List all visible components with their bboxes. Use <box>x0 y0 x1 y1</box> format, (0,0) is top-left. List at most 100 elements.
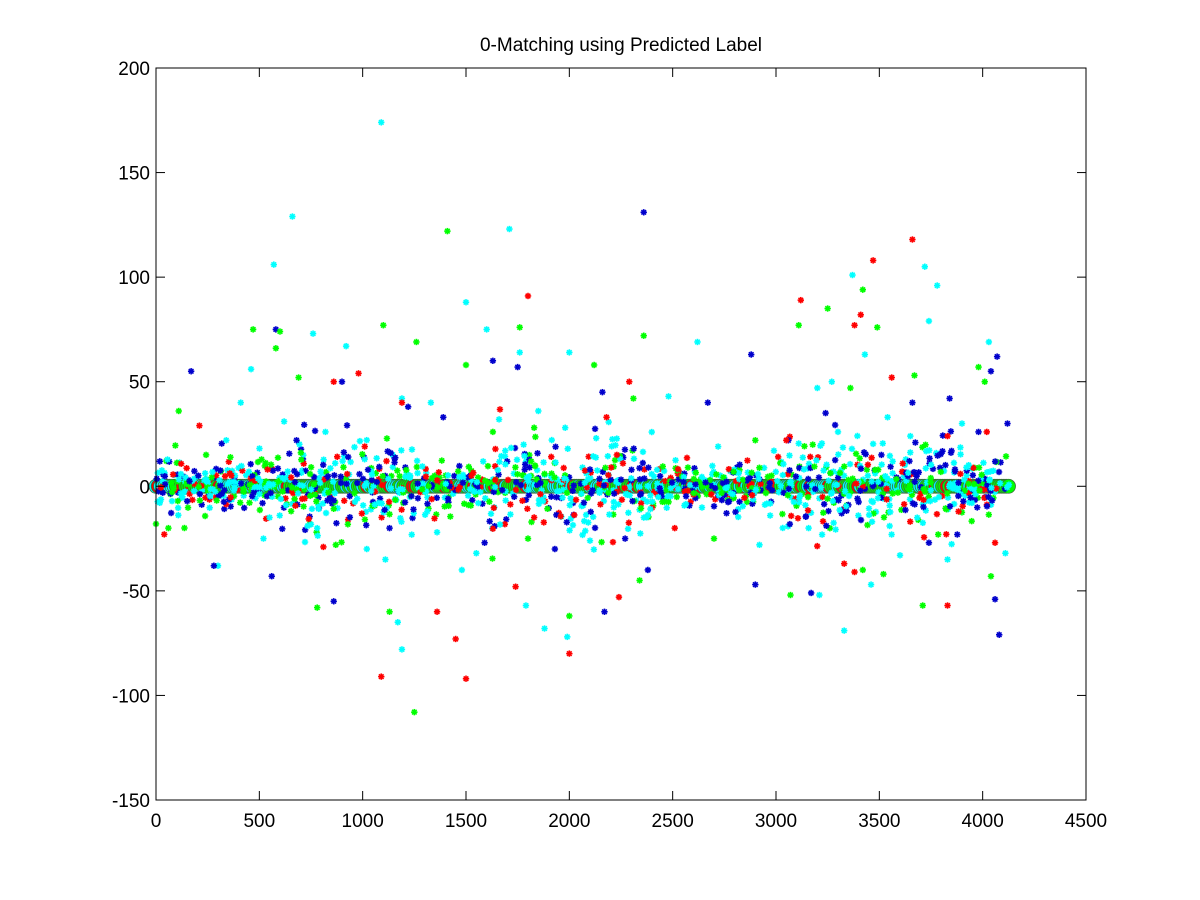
scatter-point <box>333 453 341 460</box>
scatter-point <box>381 506 388 514</box>
scatter-point <box>344 521 352 528</box>
scatter-point <box>591 425 599 433</box>
scatter-point <box>957 444 964 451</box>
scatter-point-red <box>512 583 519 590</box>
scatter-point <box>974 504 981 511</box>
scatter-point <box>279 474 286 482</box>
scatter-point-green <box>516 324 523 331</box>
scatter-point <box>161 473 169 480</box>
scatter-point-cyan <box>586 537 594 544</box>
scatter-point-cyan <box>506 225 513 233</box>
scatter-point-red <box>330 378 337 385</box>
scatter-point <box>410 506 417 513</box>
scatter-point <box>218 440 225 447</box>
scatter-point-cyan <box>867 581 875 588</box>
scatter-point <box>955 479 962 486</box>
scatter-point <box>582 527 589 535</box>
scatter-point <box>184 504 192 511</box>
scatter-point <box>818 531 826 538</box>
scatter-point <box>392 496 399 504</box>
scatter-point-cyan <box>564 633 571 641</box>
scatter-point <box>521 466 528 473</box>
scatter-point <box>490 488 497 496</box>
scatter-point <box>730 468 737 475</box>
scatter-point <box>464 492 472 499</box>
scatter-point <box>379 472 386 480</box>
scatter-point <box>905 469 912 477</box>
scatter-point-blue <box>599 388 606 396</box>
scatter-point-red <box>161 531 168 538</box>
points-layer <box>152 119 1013 716</box>
scatter-point-cyan <box>433 529 441 536</box>
scatter-point <box>944 490 951 497</box>
scatter-point <box>456 473 463 481</box>
scatter-point <box>965 480 972 487</box>
scatter-point <box>201 512 209 520</box>
x-tick-label: 3500 <box>858 811 900 832</box>
scatter-point <box>945 483 953 490</box>
scatter-point <box>645 464 652 471</box>
scatter-point <box>814 542 821 550</box>
scatter-point-blue <box>601 608 608 615</box>
scatter-point <box>629 497 636 505</box>
scatter-point <box>995 468 1003 476</box>
scatter-point-cyan <box>921 263 928 270</box>
scatter-point <box>823 522 830 529</box>
scatter-point <box>659 463 667 470</box>
scatter-point-cyan <box>473 550 480 557</box>
scatter-point <box>409 514 416 522</box>
scatter-point-green <box>524 535 532 542</box>
scatter-point-red <box>355 370 362 377</box>
scatter-point <box>241 504 248 512</box>
scatter-point <box>191 467 198 475</box>
scatter-point <box>444 495 452 502</box>
scatter-point <box>461 500 468 507</box>
scatter-point-red <box>783 437 790 444</box>
scatter-point <box>540 497 547 505</box>
scatter-point <box>307 486 315 493</box>
scatter-point <box>744 457 751 464</box>
scatter-point-blue <box>489 357 497 364</box>
scatter-point <box>213 497 220 504</box>
scatter-point <box>356 437 364 445</box>
scatter-point <box>571 511 578 519</box>
scatter-point-green <box>566 612 573 620</box>
scatter-point <box>284 487 292 494</box>
scatter-point-green <box>295 374 302 381</box>
scatter-point <box>287 508 295 515</box>
scatter-point <box>610 490 618 497</box>
scatter-point <box>606 511 613 518</box>
scatter-point <box>869 440 877 448</box>
scatter-point <box>768 472 775 479</box>
scatter-point <box>174 497 181 505</box>
scatter-point <box>311 491 319 498</box>
y-tick-label: 100 <box>118 268 150 289</box>
scatter-point <box>988 497 996 504</box>
scatter-point <box>834 474 842 481</box>
scatter-point <box>287 474 295 481</box>
scatter-point <box>813 457 820 464</box>
scatter-point-cyan <box>516 349 523 356</box>
scatter-point <box>648 428 655 436</box>
scatter-point <box>507 444 515 452</box>
scatter-point <box>830 519 837 527</box>
scatter-point <box>621 484 628 492</box>
scatter-point <box>950 459 958 467</box>
scatter-point <box>311 427 319 435</box>
scatter-point <box>683 454 691 462</box>
scatter-point <box>306 492 314 500</box>
scatter-point <box>983 503 991 510</box>
scatter-point <box>292 502 299 509</box>
y-tick-label: 150 <box>118 164 150 185</box>
scatter-point <box>986 476 993 483</box>
scatter-point-green <box>590 361 598 369</box>
scatter-point <box>245 468 253 475</box>
scatter-point <box>668 479 676 486</box>
scatter-point <box>466 485 474 493</box>
scatter-point <box>343 422 351 429</box>
chart-title: 0-Matching using Predicted Label <box>480 35 762 56</box>
scatter-point <box>613 435 621 442</box>
scatter-point <box>848 445 856 453</box>
scatter-point <box>910 468 918 476</box>
scatter-point <box>532 433 539 441</box>
